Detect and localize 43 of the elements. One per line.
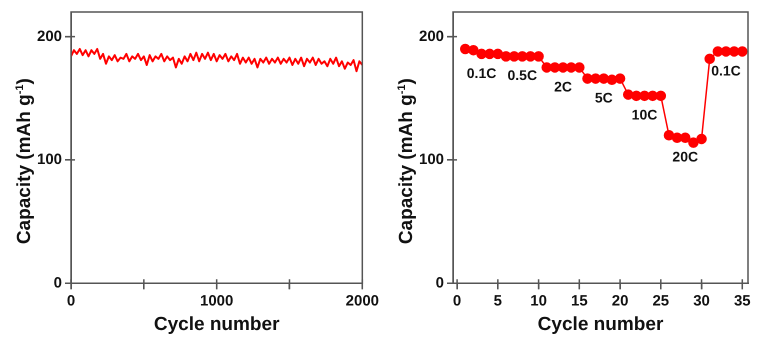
point	[614, 73, 626, 84]
y-tick-label: 0	[436, 274, 444, 292]
y-tick-label: 100	[418, 151, 444, 168]
annotation: 5C	[594, 89, 613, 106]
x-axis-title: Cycle number	[154, 314, 280, 335]
point	[737, 46, 748, 57]
point	[525, 51, 536, 62]
x-tick-label: 35	[734, 292, 751, 310]
point	[680, 132, 691, 143]
point	[704, 54, 715, 64]
point	[639, 90, 650, 102]
point	[688, 137, 699, 148]
annotation: 0.1C	[711, 62, 741, 78]
y-tick-label: 0	[54, 274, 62, 292]
point	[492, 48, 504, 60]
annotation: 20C	[672, 148, 698, 165]
x-tick-label: 30	[693, 292, 710, 310]
x-tick-label: 10	[530, 292, 547, 310]
annotation: 2C	[554, 78, 572, 94]
x-tick-label: 1000	[200, 292, 234, 310]
x-tick-label: 0	[452, 292, 462, 310]
annotation: 10C	[632, 106, 658, 123]
x-tick-label: 15	[570, 292, 588, 310]
y-tick-label: 100	[36, 151, 62, 168]
x-tick-label: 2000	[346, 292, 380, 310]
y-tick-label: 200	[418, 28, 444, 45]
x-tick-label: 0	[66, 292, 76, 310]
y-tick-label: 200	[36, 28, 62, 45]
point	[631, 90, 642, 102]
annotation: 0.1C	[466, 64, 496, 81]
point	[606, 74, 618, 86]
point	[574, 62, 585, 73]
x-tick-label: 20	[612, 292, 628, 310]
x-axis-title: Cycle number	[538, 314, 664, 335]
point	[533, 51, 544, 62]
point	[696, 134, 707, 144]
point	[664, 130, 674, 141]
x-tick-label: 25	[652, 292, 670, 310]
point	[468, 44, 479, 56]
x-tick-label: 5	[494, 292, 502, 310]
point	[656, 90, 666, 102]
annotation: 0.5C	[508, 67, 538, 84]
point	[712, 46, 724, 57]
